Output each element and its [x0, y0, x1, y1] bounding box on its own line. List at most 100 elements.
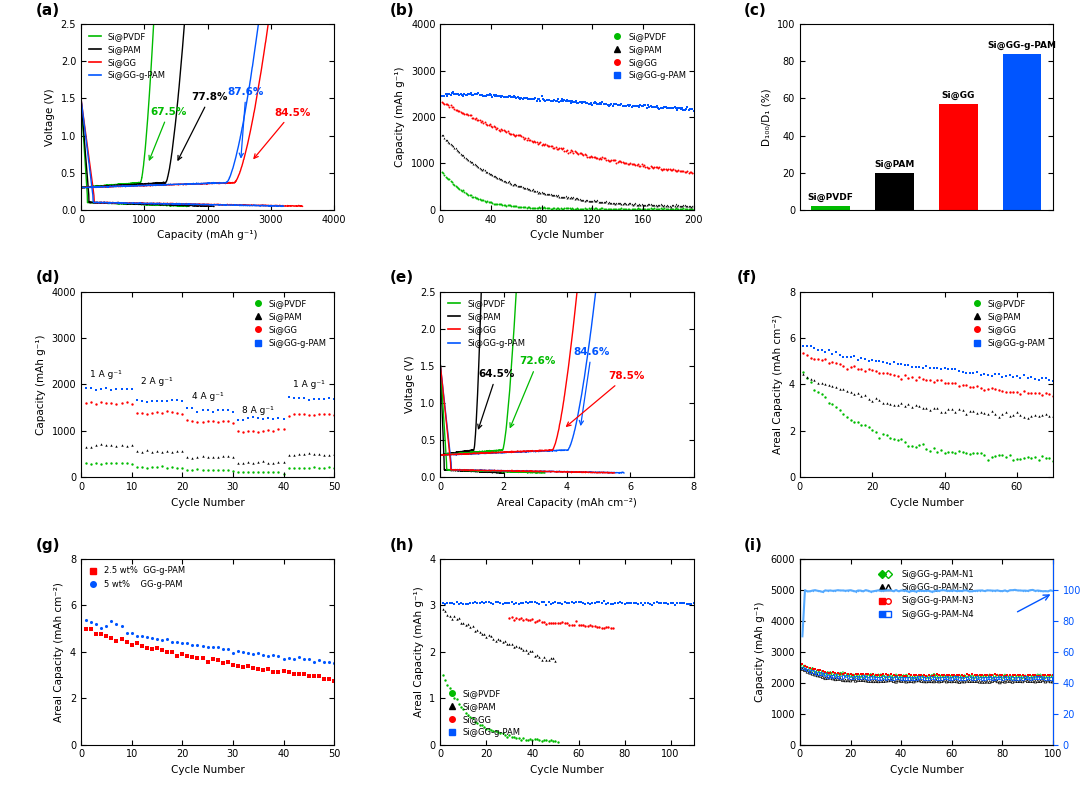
Point [539, 201, 556, 214]
Point [1024, 671, 1041, 683]
Point [609, 196, 626, 209]
Point [542, 188, 559, 200]
Point [878, 397, 895, 410]
Point [667, 198, 685, 211]
Point [468, 112, 485, 125]
Point [1034, 389, 1051, 402]
Point [674, 164, 691, 177]
Point [310, 392, 327, 405]
Point [623, 101, 640, 114]
Point [910, 584, 928, 597]
Point [954, 584, 971, 597]
Point [854, 674, 872, 687]
Point [214, 403, 231, 416]
Point [1031, 669, 1049, 682]
Point [554, 191, 571, 204]
Point [500, 127, 517, 140]
Point [481, 629, 498, 642]
Point [133, 445, 150, 458]
Point [542, 734, 559, 747]
Point [508, 639, 525, 652]
Point [556, 191, 573, 204]
Point [438, 171, 456, 184]
Point [1007, 675, 1024, 687]
Point [795, 346, 812, 359]
Point [969, 675, 986, 687]
Point [499, 175, 516, 188]
Point [589, 203, 606, 216]
Point [613, 597, 631, 609]
Point [915, 670, 932, 683]
Point [529, 92, 546, 105]
Point [578, 148, 595, 161]
Point [882, 670, 900, 683]
Point [471, 89, 488, 101]
Point [900, 671, 917, 684]
Point [1024, 675, 1041, 687]
Point [839, 669, 856, 682]
Point [939, 670, 956, 683]
Point [229, 659, 246, 672]
Point [961, 670, 978, 683]
Point [829, 672, 847, 685]
Point [1026, 387, 1043, 400]
Point [940, 362, 957, 375]
Point [1001, 669, 1018, 682]
Point [445, 140, 462, 153]
Point [921, 361, 939, 374]
Point [586, 195, 604, 208]
Point [475, 193, 492, 206]
Point [964, 405, 982, 418]
Point [554, 141, 571, 154]
Point [878, 428, 895, 441]
Point [1015, 452, 1032, 464]
Point [892, 675, 909, 687]
Point [510, 641, 527, 654]
Point [990, 449, 1008, 462]
Point [1035, 674, 1052, 687]
Point [438, 597, 456, 610]
Point [885, 585, 902, 598]
Point [523, 201, 540, 214]
Point [637, 198, 654, 211]
Point [433, 129, 450, 142]
Point [199, 451, 216, 464]
Point [913, 669, 930, 682]
Point [462, 710, 480, 723]
Point [512, 597, 529, 609]
Point [163, 446, 180, 459]
Point [869, 584, 887, 597]
Point [918, 443, 935, 456]
Point [504, 128, 522, 141]
Point [103, 615, 120, 628]
Point [494, 89, 511, 102]
Point [538, 598, 555, 611]
Point [795, 368, 812, 381]
Point [892, 397, 909, 410]
Point [608, 196, 625, 209]
Point [274, 467, 292, 480]
Point [612, 97, 630, 110]
Point [858, 674, 875, 687]
Point [496, 635, 513, 648]
Point [958, 675, 975, 687]
Point [950, 365, 968, 378]
Point [544, 616, 562, 629]
Point [463, 190, 481, 203]
Point [497, 90, 514, 103]
Point [603, 154, 620, 167]
Point [484, 169, 501, 182]
Point [910, 671, 928, 683]
Point [832, 671, 849, 683]
Point [471, 162, 488, 175]
Text: Si@PAM: Si@PAM [875, 160, 915, 169]
Point [501, 127, 518, 140]
Point [1037, 407, 1054, 420]
Point [457, 706, 474, 719]
Point [597, 598, 615, 611]
Point [1037, 386, 1054, 399]
Point [210, 641, 227, 654]
Point [103, 631, 120, 644]
Point [249, 663, 267, 675]
Point [839, 670, 856, 683]
